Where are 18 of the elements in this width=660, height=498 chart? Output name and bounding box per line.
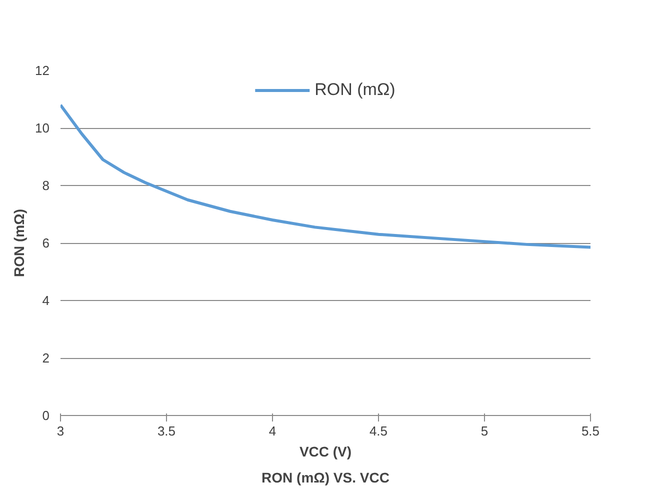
y-tick-label: 12: [35, 63, 50, 78]
x-tick-label: 4: [268, 424, 276, 438]
x-tick-label: 5.5: [581, 424, 600, 438]
y-axis-title: RON (mΩ): [11, 209, 28, 277]
y-tick-label: 2: [42, 350, 50, 366]
legend-label: RON (mΩ): [314, 80, 396, 100]
y-tick-label: 4: [42, 293, 50, 308]
text: RON (mΩ) VS. VCC: [262, 470, 390, 486]
x-axis-title: VCC (V): [299, 444, 352, 460]
line-series: [60, 104, 590, 249]
y-tick-label: 8: [42, 178, 50, 193]
x-tick-label: 4.5: [369, 424, 388, 438]
x-tick-label: 3.5: [157, 424, 176, 438]
y-tick-label: 0: [42, 408, 50, 423]
x-tick-label: 3: [56, 424, 64, 438]
y-tick-label: 6: [42, 236, 50, 250]
x-tick-label: 5: [480, 424, 488, 438]
y-tick-label: 10: [35, 120, 50, 136]
